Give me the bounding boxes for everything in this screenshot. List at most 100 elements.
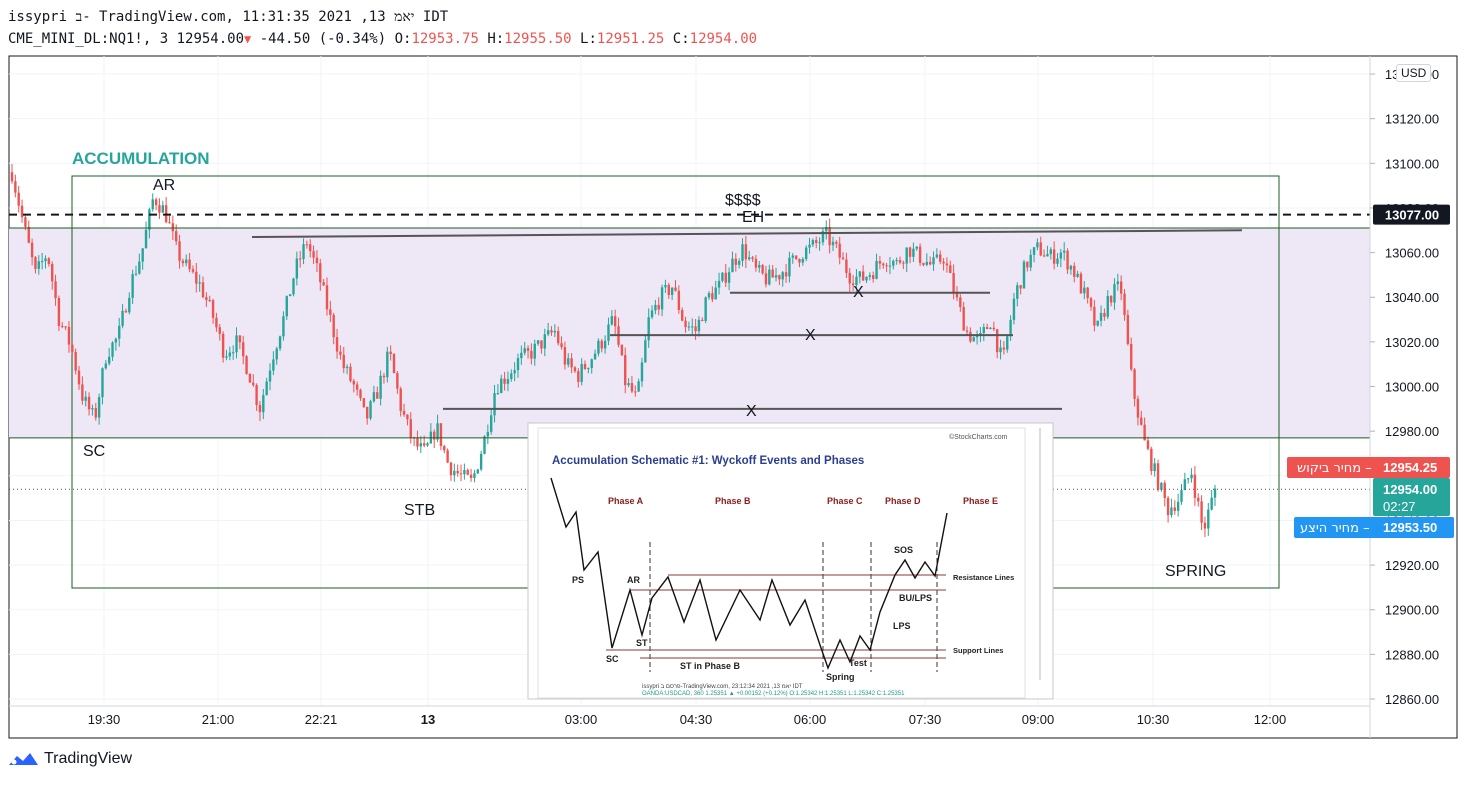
candle-body [335,337,339,352]
candle-body [935,254,939,258]
candle-body [644,340,647,363]
candle-body [265,381,268,396]
candle-body [680,310,684,321]
candle-body [949,265,952,274]
candle-body [550,330,553,333]
inset-st-phase-b: ST in Phase B [680,661,741,671]
candle-body [724,272,727,283]
price-axis[interactable]: 12860.0012880.0012900.0012920.0012940.00… [1370,67,1439,707]
candle-body [77,370,81,385]
inset-footer-1: issypri פרסם ב-TradingView.com, יאמ 13, … [642,684,803,690]
candle-body [144,229,148,249]
candle-body [355,384,359,390]
candle-body [1173,507,1176,511]
candle-body [288,294,292,297]
candle-body [10,172,14,182]
candle-body [71,344,74,352]
candle-body [627,383,630,386]
candle-body [154,199,158,206]
candle-body [744,244,748,260]
candle-body [218,327,221,334]
candle-body [885,265,888,267]
price-tick-label: 13020.00 [1385,335,1439,350]
candle-body [426,443,429,446]
candle-body [376,392,379,399]
candle-body [687,326,691,328]
candle-body [34,257,37,269]
candle-body [553,330,557,333]
candle-body [493,393,496,416]
label-ar: AR [153,177,175,194]
candle-body [965,330,969,332]
candle-body [704,297,707,321]
candle-body [208,300,211,302]
candle-body [875,261,878,279]
candle-body [650,310,654,318]
label-sc: SC [83,443,105,460]
candle-body [322,282,325,286]
candle-body [798,258,801,263]
candle-body [1126,315,1130,345]
brand-name: TradingView [44,750,133,767]
candle-body [758,265,761,268]
candle-body [1109,295,1113,303]
candle-body [825,227,828,232]
candle-body [221,333,225,358]
candle-body [784,272,788,277]
candle-body [91,408,94,410]
candle-body [14,181,17,193]
bid-badge [1287,457,1450,478]
time-tick-label: 19:30 [88,712,121,727]
inset-phase-label: Phase D [885,496,921,506]
time-axis[interactable]: 19:30 21:00 22:21 13 03:00 04:30 06:00 07:30 09:… [88,712,1287,727]
price-tick-label: 12980.00 [1385,424,1439,439]
candle-body [1200,501,1203,523]
candle-body [1093,306,1096,326]
candle-body [151,199,154,210]
inset-panel [537,427,1026,699]
time-tick-label: 04:30 [680,712,713,727]
candle-body [309,244,312,252]
price-tick-label: 13000.00 [1385,380,1439,395]
label-spring: SPRING [1165,563,1226,580]
candle-body [751,257,754,259]
inset-bu-lps: BU/LPS [899,593,932,603]
tradingview-logo[interactable]: TradingView [8,750,132,768]
candle-body [771,269,774,278]
candle-body [1056,258,1059,264]
candle-body [530,350,533,359]
candle-body [928,261,932,265]
candle-body [831,241,835,246]
candle-body [148,209,151,230]
candle-body [768,269,771,285]
candle-body [513,370,516,374]
time-tick-label: 10:30 [1137,712,1170,727]
candle-body [466,469,469,475]
candle-body [402,410,406,415]
candle-body [898,260,902,263]
label-x-1: X [853,284,864,301]
inset-sos: SOS [894,545,913,555]
candle-body [603,340,607,349]
label-x-3: X [746,403,757,420]
candle-body [593,353,597,360]
candle-body [972,337,975,342]
candle-body [808,244,811,248]
last-badge [1373,478,1450,516]
candle-body [332,314,335,338]
candle-body [64,326,67,328]
candle-body [124,310,128,313]
candle-body [459,473,463,475]
candle-body [1160,482,1163,490]
currency-button[interactable]: USD [1396,64,1432,82]
candle-body [1150,448,1153,472]
candle-body [1022,261,1026,289]
candle-body [57,298,61,326]
candle-body [379,375,382,399]
ask-badge [1294,517,1454,538]
candle-body [995,329,999,353]
candle-body [707,293,711,298]
candle-body [1163,482,1166,498]
price-tick-label: 13040.00 [1385,290,1439,305]
